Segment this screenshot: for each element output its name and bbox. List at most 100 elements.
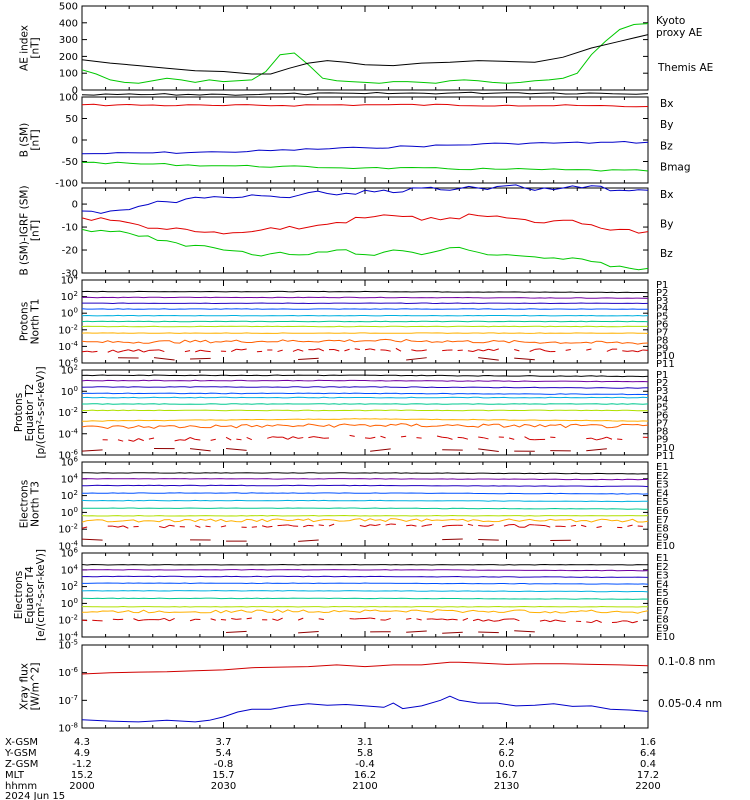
legend-item: 0.1-0.8 nm	[658, 656, 715, 668]
series-line-p10	[483, 437, 489, 440]
series-line-p10	[225, 436, 232, 441]
series-line-p10	[200, 349, 206, 352]
series-line-bmag	[81, 91, 649, 96]
series-line-e9	[544, 619, 551, 623]
series-line-e9	[550, 619, 556, 623]
series-line-e9	[81, 526, 88, 529]
series-line-p10	[107, 349, 114, 353]
y-tick-label: 10-6	[58, 666, 78, 679]
series-line-p10	[189, 437, 196, 440]
series-line-e9	[513, 524, 520, 528]
legend-item: P3	[656, 386, 668, 397]
y-axis-label: ProtonsEquator T2[p/(cm²-s-sr-keV)]	[13, 366, 47, 458]
y-axis-label: ProtonsNorth T1	[19, 299, 42, 345]
legend-item: Bz	[660, 248, 673, 260]
y-tick-label: 10-4	[58, 540, 78, 553]
panel-frame	[81, 369, 649, 456]
series-line-e9	[261, 525, 268, 528]
series-line-p10	[478, 349, 484, 352]
series-line-e9	[370, 524, 376, 526]
series-line-p10	[313, 348, 319, 351]
series-line-p8	[81, 418, 649, 422]
series-line-e9	[560, 620, 566, 623]
series-line-p10	[117, 439, 124, 442]
series-line-p10	[236, 348, 242, 351]
series-line-e10	[226, 630, 247, 633]
x-tick-value: 6.2	[499, 748, 515, 759]
series-line-e4	[82, 492, 649, 495]
series-line-e9	[112, 525, 119, 528]
series-line-e9	[462, 617, 469, 621]
series-line-p10	[292, 436, 299, 439]
series-line-p10	[400, 435, 407, 438]
series-line-p4	[81, 392, 648, 396]
y-tick-label: 10-4	[58, 340, 78, 353]
series-line-e9	[220, 618, 227, 621]
series-line-e10	[442, 538, 463, 541]
series-line-p10	[318, 348, 325, 352]
panel-3: -30 -20 -10 0 B (SM)-IGRF (SM)[nT] Bx By Bz	[19, 184, 673, 280]
panel-7: 10-4 10-2 100 102 104 106 ElectronsEquator T4[…	[13, 547, 675, 644]
series-line-e2	[81, 478, 648, 481]
series-line-e9	[596, 525, 602, 528]
series-line-p5	[81, 314, 649, 317]
legend-item: P8	[656, 335, 668, 346]
series-line-p11	[586, 448, 607, 452]
series-line-e9	[524, 524, 530, 528]
series-line-e9	[447, 618, 453, 621]
series-line-e7	[82, 605, 649, 608]
series-line-p10	[534, 348, 540, 350]
series-line-e9	[159, 525, 165, 529]
series-line-e9	[277, 617, 283, 621]
x-tick-value: 5.4	[216, 748, 232, 759]
series-line-e9	[596, 619, 602, 623]
legend-item: Bx	[660, 98, 673, 110]
series-line-p10	[344, 348, 350, 352]
series-line-e9	[210, 618, 216, 621]
x-date-label: 2024 Jun 15	[5, 791, 65, 800]
series-line-p10	[529, 348, 535, 352]
x-tick-value: 2100	[352, 781, 377, 792]
legend-item: E8	[656, 615, 669, 626]
legend-item: E1	[656, 462, 669, 473]
series-line-e9	[164, 524, 170, 529]
series-line-p10	[128, 439, 134, 442]
x-tick-value: 2200	[635, 781, 660, 792]
series-line-e9	[375, 523, 381, 526]
x-tick-value: 15.7	[212, 770, 234, 781]
legend-item: P7	[656, 327, 668, 338]
series-line-e9	[514, 618, 520, 622]
series-line-p10	[539, 348, 546, 352]
series-line-p10	[565, 348, 571, 351]
series-line-e9	[498, 618, 505, 622]
series-line-e9	[617, 620, 623, 623]
series-line-e9	[591, 619, 597, 624]
series-line-p3	[82, 302, 649, 305]
y-tick-label: -10	[62, 223, 78, 234]
panel-frame	[81, 644, 649, 729]
series-line-p7	[81, 409, 649, 412]
x-tick-value: 16.2	[354, 770, 376, 781]
y-tick-label: 104	[61, 563, 79, 576]
y-tick-label: 106	[61, 547, 79, 560]
series-line-p11	[370, 448, 391, 452]
legend-item: E2	[656, 471, 669, 482]
series-line-e10	[81, 538, 103, 541]
y-tick-label: -100	[55, 179, 78, 190]
panel-4: 10-6 10-4 10-2 100 102 104 ProtonsNorth T1 P1P2…	[19, 274, 675, 371]
y-tick-label: -20	[62, 246, 78, 257]
series-line-p10	[143, 349, 150, 353]
series-line-p10	[308, 436, 314, 439]
series-line-p10	[411, 349, 417, 352]
legend-item: E9	[656, 623, 669, 634]
series-line-p10	[318, 436, 324, 439]
series-line-e9	[359, 524, 366, 527]
series-line-e9	[442, 618, 448, 621]
y-tick-label: 102	[61, 580, 78, 593]
series-line-p8	[81, 332, 649, 334]
series-line-e3	[81, 575, 649, 579]
y-tick-label: 0	[72, 86, 78, 97]
series-line-by	[81, 213, 649, 235]
panel-5: 10-6 10-4 10-2 100 102 ProtonsEquator T2[p/(c…	[13, 364, 675, 462]
series-line-e6	[81, 507, 649, 510]
